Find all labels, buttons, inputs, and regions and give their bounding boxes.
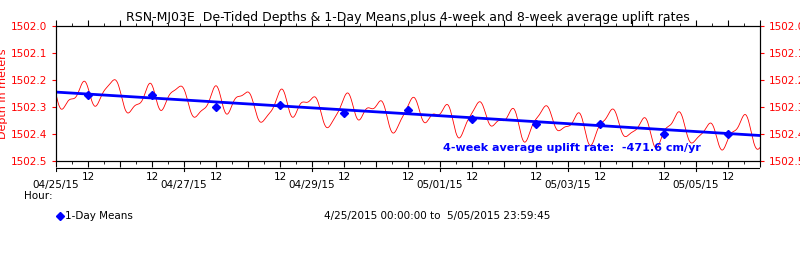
Text: 4-week average uplift rate:  -471.6 cm/yr: 4-week average uplift rate: -471.6 cm/yr	[443, 143, 701, 153]
Text: 04/25/15: 04/25/15	[33, 180, 79, 190]
Text: 04/27/15: 04/27/15	[161, 180, 207, 190]
Title: RSN-MJ03E  De-Tided Depths & 1-Day Means plus 4-week and 8-week average uplift r: RSN-MJ03E De-Tided Depths & 1-Day Means …	[126, 12, 690, 24]
Y-axis label: Depth in meters: Depth in meters	[0, 48, 8, 139]
Text: 05/01/15: 05/01/15	[417, 180, 463, 190]
Text: 1-Day Means: 1-Day Means	[66, 211, 134, 221]
Text: Hour:: Hour:	[24, 191, 53, 201]
Text: 05/03/15: 05/03/15	[545, 180, 591, 190]
Text: 05/05/15: 05/05/15	[673, 180, 719, 190]
Text: 4/25/2015 00:00:00 to  5/05/2015 23:59:45: 4/25/2015 00:00:00 to 5/05/2015 23:59:45	[323, 211, 550, 221]
Text: 04/29/15: 04/29/15	[289, 180, 335, 190]
